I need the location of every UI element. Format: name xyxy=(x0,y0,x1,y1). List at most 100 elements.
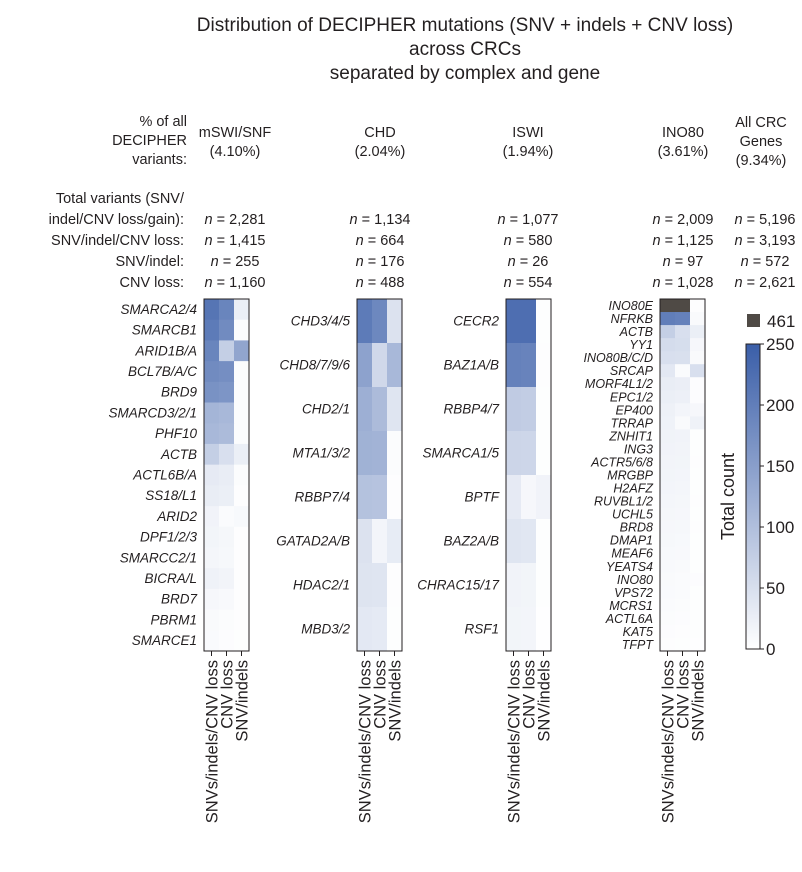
heatmap-cell xyxy=(219,299,235,321)
complex-name: INO80 xyxy=(662,125,704,141)
gene-label: GATAD2A/B xyxy=(276,534,350,549)
count-cnv-loss: n = 554 xyxy=(503,275,553,291)
gene-label: KAT5 xyxy=(623,625,653,639)
column-label: CNV loss xyxy=(675,660,693,729)
gene-label: RUVBL1/2 xyxy=(594,495,653,509)
heatmap-cell xyxy=(690,403,706,417)
heatmap-cell xyxy=(675,494,691,508)
gene-label: BRD8 xyxy=(620,521,653,535)
heatmap-cell xyxy=(234,402,250,424)
counts-chd: n = 1,134 n = 664 n = 176 n = 488 xyxy=(330,210,430,294)
heatmap-cell xyxy=(675,559,691,574)
heatmap-cell xyxy=(536,475,552,520)
heatmap-cell xyxy=(219,381,235,403)
column-label: SNVs/indels/CNV loss xyxy=(357,660,375,823)
gene-label: PBRM1 xyxy=(150,612,197,627)
gene-label: CHD8/7/9/6 xyxy=(279,358,350,373)
gene-label: EP400 xyxy=(615,403,653,417)
count-total: n = 2,009 xyxy=(652,212,714,228)
heatmap-cell xyxy=(690,416,706,430)
complex-header-mswisnf: mSWI/SNF (4.10%) xyxy=(185,124,285,162)
column-label: SNVs/indels/CNV loss xyxy=(660,660,678,823)
heatmap-cell xyxy=(234,423,250,445)
heatmap-cell xyxy=(387,387,403,432)
heatmap-cell xyxy=(660,416,676,430)
heatmap-cell xyxy=(675,520,691,535)
gene-label: BCL7B/A/C xyxy=(128,364,197,379)
gene-label: YY1 xyxy=(629,338,653,352)
heatmap-cell xyxy=(675,442,691,456)
heatmap-cell xyxy=(521,607,537,652)
heatmap-cell xyxy=(372,519,388,564)
count-snv-indel-cnv: n = 580 xyxy=(503,233,553,249)
gene-label: ACTB xyxy=(160,447,197,462)
gene-label: PHF10 xyxy=(155,426,198,441)
heatmap-cell xyxy=(675,377,691,391)
heatmap-cell xyxy=(690,338,706,352)
heatmap-cell xyxy=(234,340,250,362)
heatmap-cell xyxy=(675,312,691,326)
heatmap-cell xyxy=(690,637,706,652)
heatmap-cell xyxy=(660,429,676,443)
heatmap-cell xyxy=(234,299,250,321)
overflow-swatch xyxy=(747,314,760,327)
gene-label: ACTB xyxy=(619,325,653,339)
heatmap-cell xyxy=(357,387,373,432)
heatmap-cell xyxy=(690,299,706,313)
heatmap-cell xyxy=(506,343,522,388)
count-cnv-loss: n = 488 xyxy=(355,275,405,291)
heatmap-cell xyxy=(387,475,403,520)
gene-label: MCRS1 xyxy=(609,599,653,613)
heatmap-cell xyxy=(219,402,235,424)
colorbar-tick-label: 50 xyxy=(766,579,785,598)
row-label-snv-indel-cnv: SNV/indel/CNV loss: xyxy=(51,233,184,249)
complex-header-chd: CHD (2.04%) xyxy=(330,124,430,162)
heatmap-cell xyxy=(690,442,706,456)
heatmap-cell xyxy=(690,429,706,443)
heatmap-cell xyxy=(660,338,676,352)
complex-name: ISWI xyxy=(512,125,544,141)
heatmap-cell xyxy=(219,568,235,590)
counts-all-crc: n = 5,196 n = 3,193 n = 572 n = 2,621 xyxy=(730,210,800,294)
heatmap-cell xyxy=(675,624,691,639)
heatmap-cell xyxy=(690,377,706,391)
heatmap-cell xyxy=(204,299,220,321)
heatmap-cell xyxy=(690,585,706,600)
heatmap-cell xyxy=(234,464,250,486)
heatmap-cell xyxy=(521,519,537,564)
heatmap-cell xyxy=(372,343,388,388)
heatmap-cell xyxy=(675,325,691,339)
heatmap-cell xyxy=(675,533,691,548)
heatmap-cell xyxy=(660,559,676,574)
heatmap-cell xyxy=(234,443,250,466)
gene-label: MORF4L1/2 xyxy=(585,377,653,391)
column-label: SNV/indels xyxy=(234,660,252,742)
pct-header-line: variants: xyxy=(132,152,187,168)
heatmap-cell xyxy=(675,429,691,443)
gene-label: BRD7 xyxy=(161,592,198,607)
heatmap-cell xyxy=(204,547,220,569)
heatmap-cell xyxy=(204,402,220,424)
gene-label: CECR2 xyxy=(453,314,499,329)
heatmap-cell xyxy=(219,464,235,486)
heatmap-cell xyxy=(387,607,403,652)
complex-name: All CRC xyxy=(735,115,787,131)
heatmap-cell xyxy=(506,299,522,344)
gene-label: H2AFZ xyxy=(613,482,653,496)
heatmap-cell xyxy=(660,572,676,587)
gene-label: SS18/L1 xyxy=(145,488,197,503)
gene-label: YEATS4 xyxy=(606,560,653,574)
column-label: SNV/indels xyxy=(387,660,405,742)
heatmap-cell xyxy=(690,364,706,378)
column-label: SNV/indels xyxy=(690,660,708,742)
complex-pct: (2.04%) xyxy=(354,144,406,160)
gene-label: BRD9 xyxy=(161,385,198,400)
heatmap-cell xyxy=(219,588,235,610)
count-snv-indel-cnv: n = 1,415 xyxy=(204,233,266,249)
complex-header-iswi: ISWI (1.94%) xyxy=(478,124,578,162)
pct-header-line: % of all xyxy=(139,114,187,130)
heatmap-cell xyxy=(204,443,220,466)
heatmap-cell xyxy=(660,637,676,652)
heatmap-cell xyxy=(219,443,235,466)
heatmap-cell xyxy=(521,475,537,520)
